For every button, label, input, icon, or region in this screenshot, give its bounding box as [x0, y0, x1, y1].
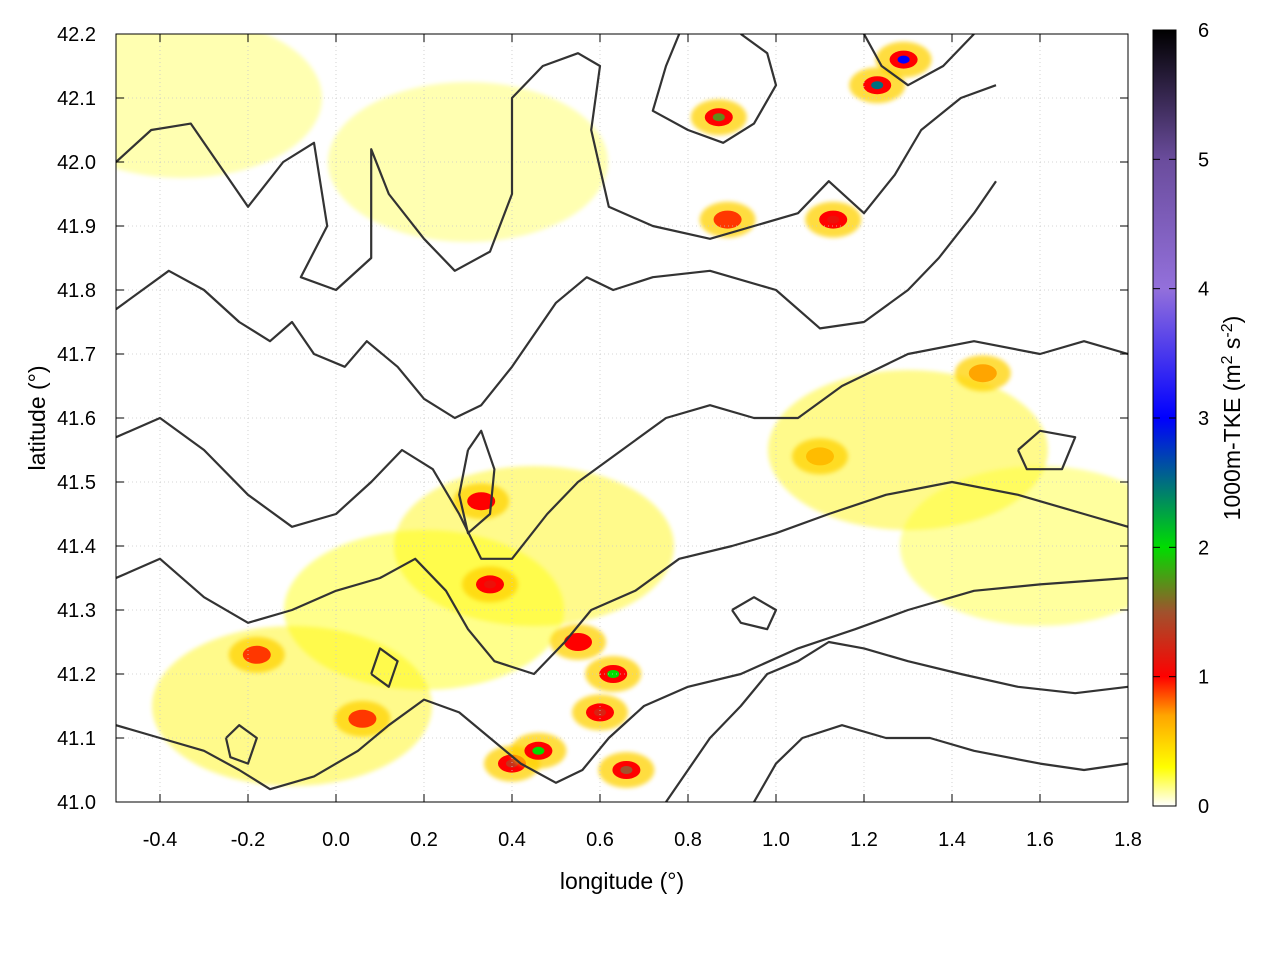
y-tick-label: 42.2 — [57, 24, 96, 46]
tke-hotspot — [348, 709, 377, 728]
y-tick-label: 41.6 — [57, 408, 96, 430]
tke-background-patch — [152, 626, 432, 786]
tke-hotspot-core — [712, 113, 725, 122]
y-tick-label: 42.1 — [57, 88, 96, 110]
tke-hotspot — [467, 492, 496, 511]
terrain-contour-line — [116, 340, 1128, 560]
y-axis-ticks: 41.0 41.1 41.2 41.3 41.4 41.5 41.6 41.7 41.8 41.9… — [57, 24, 1128, 814]
y-tick-label: 41.2 — [57, 664, 96, 686]
y-tick-label: 41.4 — [57, 536, 96, 558]
tke-hotspot-core — [594, 708, 606, 717]
terrain-contours — [116, 34, 1128, 802]
x-tick-label: 1.8 — [1114, 829, 1142, 851]
terrain-contour-line — [731, 596, 778, 631]
tke-hotspot — [713, 210, 742, 229]
tke-hotspot — [564, 633, 592, 651]
terrain-contour-line — [370, 647, 399, 688]
y-tick-label: 41.0 — [57, 792, 96, 814]
terrain-contour-line — [753, 724, 1128, 802]
tke-hotspot-core — [620, 766, 633, 774]
y-axis-title: latitude (°) — [24, 365, 50, 470]
colorbar-tick-label: 0 — [1198, 796, 1209, 818]
tke-hotspot-core — [506, 759, 518, 768]
tke-hotspot — [806, 447, 834, 466]
terrain-contour-line — [1017, 429, 1077, 471]
tke-hotspot-core — [607, 670, 620, 678]
terrain-contour-line — [665, 640, 1128, 802]
terrain-contour-line — [224, 724, 258, 765]
y-tick-label: 41.5 — [57, 472, 96, 494]
x-tick-label: 1.4 — [938, 829, 966, 851]
y-tick-label: 41.9 — [57, 216, 96, 238]
tke-hotspot — [242, 645, 271, 664]
x-tick-label: 1.2 — [850, 829, 878, 851]
colorbar-tick-label: 3 — [1198, 408, 1209, 430]
tke-hotspot-core — [897, 55, 910, 64]
tke-hotspot — [968, 364, 997, 383]
y-tick-label: 41.3 — [57, 600, 96, 622]
tke-hotspot-core — [484, 580, 496, 589]
x-tick-label: 0.4 — [498, 829, 526, 851]
x-axis-ticks: -0.4 -0.2 0.0 0.2 0.4 0.6 0.8 1.0 1.2 1.4 1.6 1.8 — [143, 34, 1142, 851]
terrain-contour-line — [116, 180, 997, 420]
y-tick-label: 41.8 — [57, 280, 96, 302]
colorbar-tick-label: 1 — [1198, 667, 1209, 689]
x-tick-label: 0.6 — [586, 829, 614, 851]
colorbar-tick-label: 5 — [1198, 149, 1209, 171]
terrain-contour-line — [458, 429, 496, 535]
colorbar-tick-label: 2 — [1198, 537, 1209, 559]
x-tick-label: 1.0 — [762, 829, 790, 851]
colorbar-title: 1000m-TKE (m2 s-2) — [1219, 316, 1246, 521]
terrain-contour-line — [116, 52, 997, 292]
tke-hotspot-core — [827, 215, 840, 224]
y-tick-label: 42.0 — [57, 152, 96, 174]
tke-hotspot-core — [532, 746, 545, 755]
x-tick-label: 0.8 — [674, 829, 702, 851]
terrain-contour-line — [116, 576, 1128, 791]
terrain-contour-line — [863, 34, 975, 87]
x-axis-title: longitude (°) — [560, 868, 684, 894]
y-tick-label: 41.1 — [57, 728, 96, 750]
colorbar-tick-label: 4 — [1198, 279, 1209, 301]
x-tick-label: 1.6 — [1026, 829, 1054, 851]
colorbar-tick-label: 6 — [1198, 20, 1209, 42]
terrain-contour-line — [651, 34, 778, 144]
x-tick-label: 0.2 — [410, 829, 438, 851]
x-tick-label: -0.4 — [143, 829, 177, 851]
tke-hotspot-core — [871, 81, 884, 90]
tke-background-patch — [116, 34, 322, 178]
x-tick-label: -0.2 — [231, 829, 265, 851]
tke-heatmap-layer — [116, 34, 1128, 788]
colorbar-ticks: 0 1 2 3 4 5 6 — [1153, 20, 1209, 818]
terrain-contour-line — [116, 480, 1128, 676]
y-tick-label: 41.7 — [57, 344, 96, 366]
x-tick-label: 0.0 — [322, 829, 350, 851]
tke-background-patch — [900, 466, 1128, 626]
